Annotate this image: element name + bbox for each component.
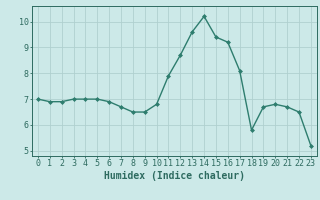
X-axis label: Humidex (Indice chaleur): Humidex (Indice chaleur) bbox=[104, 171, 245, 181]
